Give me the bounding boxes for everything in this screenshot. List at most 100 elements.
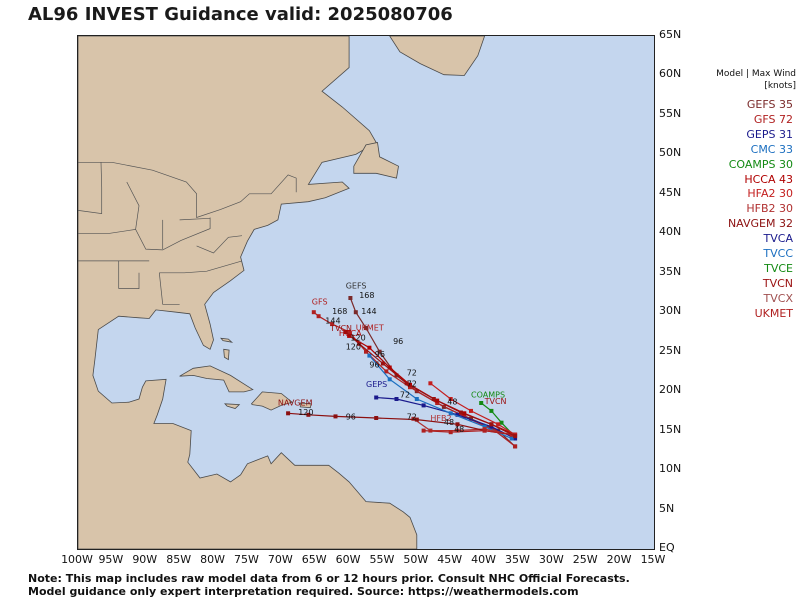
lon-tick-label: 25W <box>572 553 598 566</box>
legend-item: COAMPS 30 <box>728 157 793 171</box>
lat-tick-label: EQ <box>659 541 675 554</box>
track-point <box>387 365 392 370</box>
map-label: 168 <box>359 291 374 300</box>
lon-tick-label: 50W <box>403 553 429 566</box>
map-label: HCCA <box>339 329 362 338</box>
track-point <box>411 416 416 421</box>
map-label: 48 <box>447 398 457 407</box>
lon-tick-label: 65W <box>301 553 327 566</box>
footer-note: Note: This map includes raw model data f… <box>28 572 630 598</box>
lon-tick-label: 70W <box>267 553 293 566</box>
lat-tick-label: 55N <box>659 106 682 120</box>
track-line <box>345 331 516 437</box>
track-point <box>489 422 494 427</box>
map-label: NAVGEM <box>278 398 313 407</box>
state-border <box>179 217 211 221</box>
lon-tick-label: 45W <box>437 553 463 566</box>
map-label: 168 <box>332 307 347 316</box>
track-point <box>357 341 362 346</box>
track-geps[interactable] <box>374 395 518 441</box>
track-point <box>489 424 494 429</box>
map-label: 96 <box>369 361 379 370</box>
track-point <box>367 353 372 358</box>
landmass <box>224 403 241 409</box>
track-point <box>455 428 460 433</box>
landmass <box>223 348 230 361</box>
state-border <box>158 272 180 305</box>
track-point <box>421 428 426 433</box>
lat-tick-label: 60N <box>659 67 682 81</box>
lon-tick-label: 55W <box>369 553 395 566</box>
track-point <box>347 333 352 338</box>
track-point <box>311 310 316 315</box>
track-point <box>387 377 392 382</box>
legend-header: Model | Max Wind [knots] <box>700 68 796 92</box>
track-point <box>330 322 335 327</box>
lon-tick-label: 20W <box>606 553 632 566</box>
landmass <box>250 391 293 411</box>
track-point <box>353 310 358 315</box>
track-cmc[interactable] <box>367 353 514 441</box>
map-label: COAMPS <box>471 391 505 400</box>
map-label: 96 <box>393 337 403 346</box>
legend-header-units: [knots] <box>764 81 796 91</box>
landmass <box>179 365 254 393</box>
track-point <box>435 401 440 405</box>
map-label: TVCN <box>484 397 507 406</box>
track-point <box>421 403 426 408</box>
legend-item: TVCE <box>764 261 793 275</box>
legend-item: CMC 33 <box>750 142 793 156</box>
track-point <box>348 296 353 300</box>
lat-tick-label: 65N <box>659 28 682 41</box>
track-point <box>394 397 399 401</box>
track-point <box>479 401 484 405</box>
landmass <box>353 142 399 179</box>
track-point <box>384 369 389 374</box>
legend-item: UKMET <box>754 306 793 320</box>
legend-item: HFA2 30 <box>747 187 793 201</box>
map-area[interactable]: GEFS GFS 168 168 144 144 TVCN HCCA UKMET 120 120 96… <box>77 35 655 550</box>
track-point <box>347 330 352 334</box>
lat-tick-label: 15N <box>659 422 682 436</box>
track-line <box>376 396 516 440</box>
map-label: TVCN <box>329 324 352 333</box>
lat-tick-label: 10N <box>659 462 682 476</box>
track-point <box>448 397 453 401</box>
lat-tick-label: 20N <box>659 383 682 397</box>
lat-tick-label: 30N <box>659 304 682 318</box>
map-label: UKMET <box>356 323 384 332</box>
track-point <box>377 349 382 354</box>
track-point <box>306 412 311 417</box>
state-border <box>78 217 211 251</box>
land-layer <box>78 36 486 549</box>
track-point <box>286 411 291 416</box>
map-label: 96 <box>346 413 356 422</box>
lon-tick-label: 60W <box>335 553 361 566</box>
track-point <box>408 385 412 390</box>
footer-line-2: Model guidance only expert interpretatio… <box>28 585 579 598</box>
track-point <box>489 408 494 413</box>
track-point <box>482 424 487 429</box>
track-point <box>462 414 467 419</box>
track-point <box>414 417 419 422</box>
legend-item: TVCX <box>763 291 793 305</box>
track-navgem[interactable] <box>286 411 514 437</box>
track-point <box>448 430 453 435</box>
track-point <box>448 411 453 416</box>
map-label: 72 <box>407 413 417 422</box>
state-border <box>196 235 243 254</box>
track-point <box>499 420 504 425</box>
track-tvcn[interactable] <box>343 330 518 439</box>
legend-item: GFS 72 <box>753 112 793 126</box>
map-label: 120 <box>298 408 313 417</box>
track-point <box>469 416 473 421</box>
lat-tick-label: 5N <box>659 501 675 515</box>
track-line <box>423 429 512 436</box>
map-label: 120 <box>350 334 365 343</box>
track-line <box>480 402 514 436</box>
lon-tick-label: 100W <box>61 553 93 566</box>
state-border <box>159 260 243 274</box>
track-point <box>414 397 419 401</box>
lon-tick-label: 80W <box>200 553 225 566</box>
